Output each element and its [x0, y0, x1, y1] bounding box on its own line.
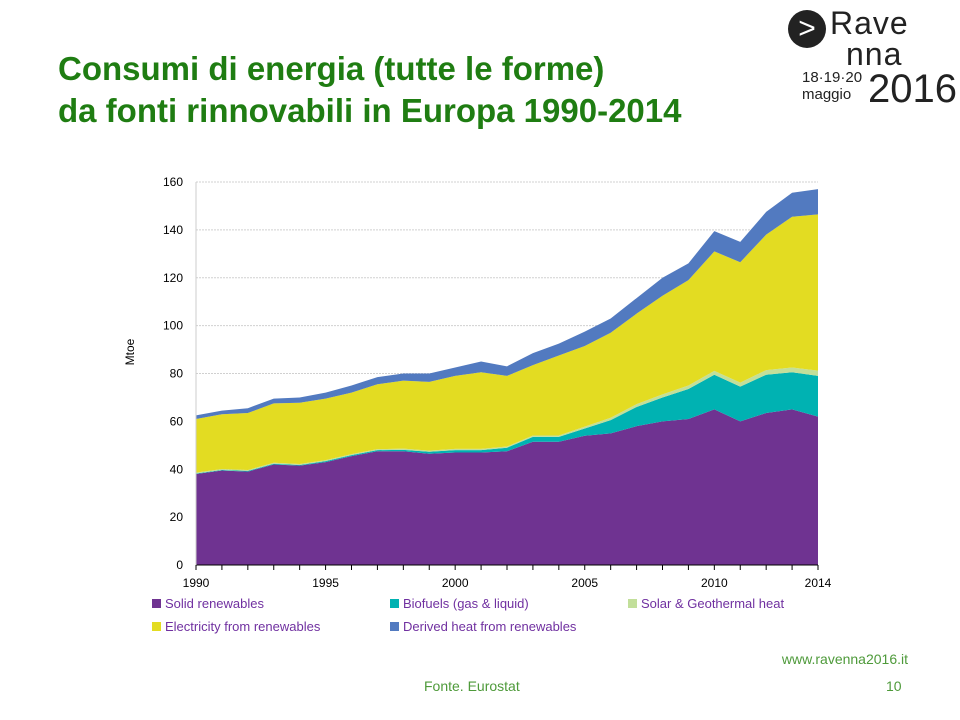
y-tick-label: 60: [170, 414, 184, 428]
x-tick-label: 1995: [312, 576, 339, 590]
title-line-1: Consumi di energia (tutte le forme): [58, 50, 605, 87]
y-tick-label: 140: [163, 223, 183, 237]
legend-item: Solar & Geothermal heat: [628, 596, 784, 611]
website-link[interactable]: www.ravenna2016.it: [781, 651, 908, 667]
stacked-area-chart: 0 20 40 60 80 100 120 140 160 1990 1995 2000 2005 201…: [123, 175, 832, 590]
y-axis-label: Mtoe: [123, 338, 137, 365]
source-note: Fonte. Eurostat: [424, 678, 520, 694]
area-biofuels-gas-liquid-: [196, 372, 818, 475]
legend-item: Electricity from renewables: [152, 619, 320, 634]
area-solar-geothermal-heat: [196, 367, 818, 474]
legend-label: Biofuels (gas & liquid): [403, 596, 529, 611]
y-tick-label: 120: [163, 271, 183, 285]
area-derived-heat-from-renewables: [196, 189, 818, 419]
legend-swatch: [152, 599, 161, 608]
legend-swatch: [390, 599, 399, 608]
x-tick-label: 2014: [805, 576, 832, 590]
page-number: 10: [886, 678, 902, 694]
y-tick-label: 100: [163, 319, 183, 333]
legend-item: Solid renewables: [152, 596, 264, 611]
legend-swatch: [628, 599, 637, 608]
legend-label: Solar & Geothermal heat: [641, 596, 785, 611]
legend-label: Solid renewables: [165, 596, 265, 611]
logo-text-1: Rave: [830, 5, 909, 41]
y-tick-label: 40: [170, 462, 184, 476]
x-tick-label: 1990: [183, 576, 210, 590]
title-line-2: da fonti rinnovabili in Europa 1990-2014: [58, 92, 682, 129]
y-tick-label: 160: [163, 175, 183, 189]
ravenna-2016-logo: > Rave nna 2016 18·19·20 maggio: [788, 5, 958, 111]
y-tick-label: 80: [170, 367, 184, 381]
y-tick-label: 20: [170, 510, 184, 524]
logo-month: maggio: [802, 86, 852, 103]
logo-text-2: nna: [846, 36, 903, 72]
logo-year: 2016: [868, 67, 957, 111]
area-electricity-from-renewables: [196, 214, 818, 473]
slide-title: Consumi di energia (tutte le forme) da f…: [58, 48, 682, 132]
legend-swatch: [152, 622, 161, 631]
legend-swatch: [390, 622, 399, 631]
y-tick-label: 0: [176, 558, 183, 572]
logo-dates: 18·19·20: [802, 69, 863, 86]
legend-item: Derived heat from renewables: [390, 619, 576, 634]
legend-label: Electricity from renewables: [165, 619, 321, 634]
x-tick-label: 2010: [701, 576, 728, 590]
legend-label: Derived heat from renewables: [403, 619, 577, 634]
legend-item: Biofuels (gas & liquid): [390, 596, 529, 611]
area-solid-renewables: [196, 409, 818, 565]
x-tick-label: 2005: [571, 576, 598, 590]
logo-arrow-icon: >: [788, 10, 826, 48]
x-tick-label: 2000: [442, 576, 469, 590]
